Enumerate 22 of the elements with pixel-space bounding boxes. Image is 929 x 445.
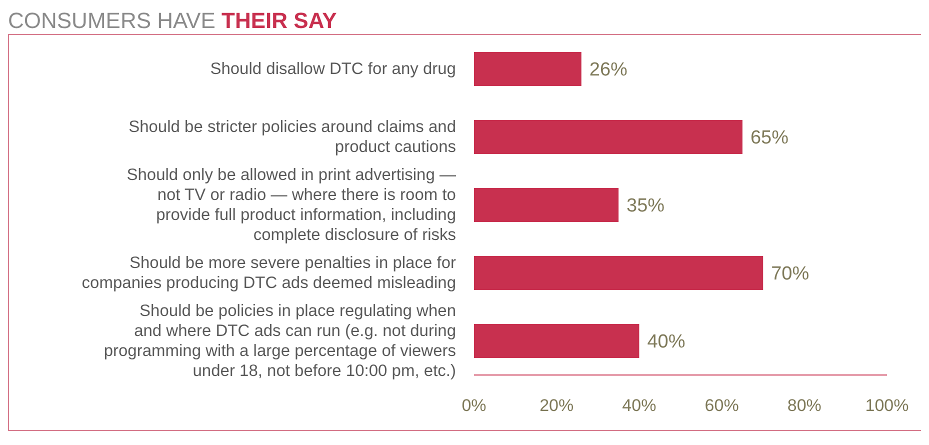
bar: [474, 120, 742, 154]
x-tick-label: 80%: [787, 396, 822, 416]
y-tick-label: Should be more severe penalties in place for companies producing DTC ads deemed misleading: [82, 254, 456, 292]
text: CONSUMERS HAVE THEIR SAY: [8, 8, 337, 33]
x-tick-label: 60%: [704, 396, 739, 416]
x-tick-label: 20%: [540, 396, 574, 416]
data-label: 40%: [647, 332, 686, 353]
y-tick-label: Should be stricter policies around claims and product cautions: [128, 118, 456, 156]
bar: [474, 324, 640, 358]
data-label: 26%: [589, 60, 628, 81]
y-tick-label: Should disallow DTC for any drug: [210, 60, 456, 78]
y-tick-label: Should be policies in place regulating when and where DTC ads can run (e.g. not during programming with a large percentage of viewers under 18, not before 10:00 pm, etc.): [104, 302, 456, 380]
data-label: 70%: [771, 264, 810, 285]
bar: [474, 52, 582, 86]
data-label: 35%: [626, 196, 665, 217]
data-label: 65%: [750, 128, 789, 149]
x-tick-label: 100%: [865, 396, 909, 416]
y-tick-label: Should only be allowed in print advertising — not TV or radio — where there is room to provide full product information, including complete disclosure of risks: [126, 166, 456, 244]
bar: [474, 256, 764, 290]
bar: [474, 188, 619, 222]
x-tick-label: 40%: [622, 396, 656, 416]
x-tick-label: 0%: [462, 396, 486, 416]
